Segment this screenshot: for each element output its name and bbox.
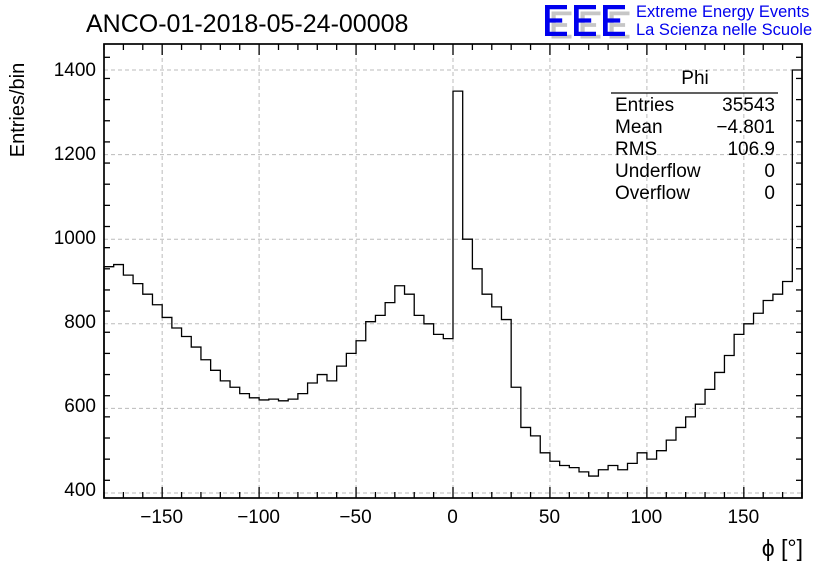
svg-text:50: 50 <box>539 507 560 528</box>
svg-text:1200: 1200 <box>54 144 96 165</box>
svg-text:800: 800 <box>64 312 96 333</box>
svg-text:Phi: Phi <box>681 68 708 89</box>
svg-text:ANCO-01-2018-05-24-00008: ANCO-01-2018-05-24-00008 <box>86 10 408 38</box>
svg-text:−50: −50 <box>339 507 371 528</box>
svg-text:Underflow: Underflow <box>615 161 701 182</box>
svg-text:−100: −100 <box>237 507 280 528</box>
svg-text:−4.801: −4.801 <box>716 117 775 138</box>
svg-text:Extreme Energy Events: Extreme Energy Events <box>636 3 809 21</box>
svg-text:ϕ [°]: ϕ [°] <box>762 535 803 561</box>
svg-text:600: 600 <box>64 396 96 417</box>
svg-text:−150: −150 <box>140 507 183 528</box>
svg-text:400: 400 <box>64 480 96 501</box>
svg-text:Entries/bin: Entries/bin <box>7 63 29 158</box>
svg-text:106.9: 106.9 <box>727 139 775 160</box>
svg-text:35543: 35543 <box>722 95 775 116</box>
svg-text:100: 100 <box>631 507 663 528</box>
svg-text:0: 0 <box>764 183 775 204</box>
svg-text:0: 0 <box>447 507 458 528</box>
svg-text:Mean: Mean <box>615 117 663 138</box>
svg-text:Entries: Entries <box>615 95 674 116</box>
svg-text:0: 0 <box>764 161 775 182</box>
svg-text:150: 150 <box>727 507 759 528</box>
svg-text:RMS: RMS <box>615 139 657 160</box>
svg-text:1400: 1400 <box>54 60 96 81</box>
svg-text:La Scienza nelle Scuole: La Scienza nelle Scuole <box>636 21 812 39</box>
svg-text:Overflow: Overflow <box>615 183 690 204</box>
svg-text:1000: 1000 <box>54 228 96 249</box>
